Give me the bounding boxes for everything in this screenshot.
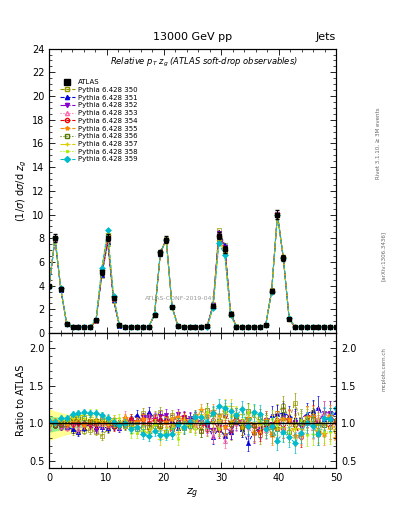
Text: mcplots.cern.ch: mcplots.cern.ch xyxy=(381,347,386,391)
Text: ATLAS-CONF-2019-049: ATLAS-CONF-2019-049 xyxy=(145,296,217,302)
Text: Jets: Jets xyxy=(316,32,336,42)
Text: 13000 GeV pp: 13000 GeV pp xyxy=(153,32,232,42)
Y-axis label: Ratio to ATLAS: Ratio to ATLAS xyxy=(16,365,26,436)
Y-axis label: $(1/\sigma)$ d$\sigma$/d $z_g$: $(1/\sigma)$ d$\sigma$/d $z_g$ xyxy=(15,160,29,222)
X-axis label: $z_g$: $z_g$ xyxy=(186,486,199,501)
Text: Relative $p_T$ $z_g$ (ATLAS soft-drop observables): Relative $p_T$ $z_g$ (ATLAS soft-drop ob… xyxy=(110,56,298,69)
Text: [arXiv:1306.3436]: [arXiv:1306.3436] xyxy=(381,231,386,281)
Text: Rivet 3.1.10, ≥ 3M events: Rivet 3.1.10, ≥ 3M events xyxy=(376,108,380,179)
Legend: ATLAS, Pythia 6.428 350, Pythia 6.428 351, Pythia 6.428 352, Pythia 6.428 353, P: ATLAS, Pythia 6.428 350, Pythia 6.428 35… xyxy=(58,78,139,164)
